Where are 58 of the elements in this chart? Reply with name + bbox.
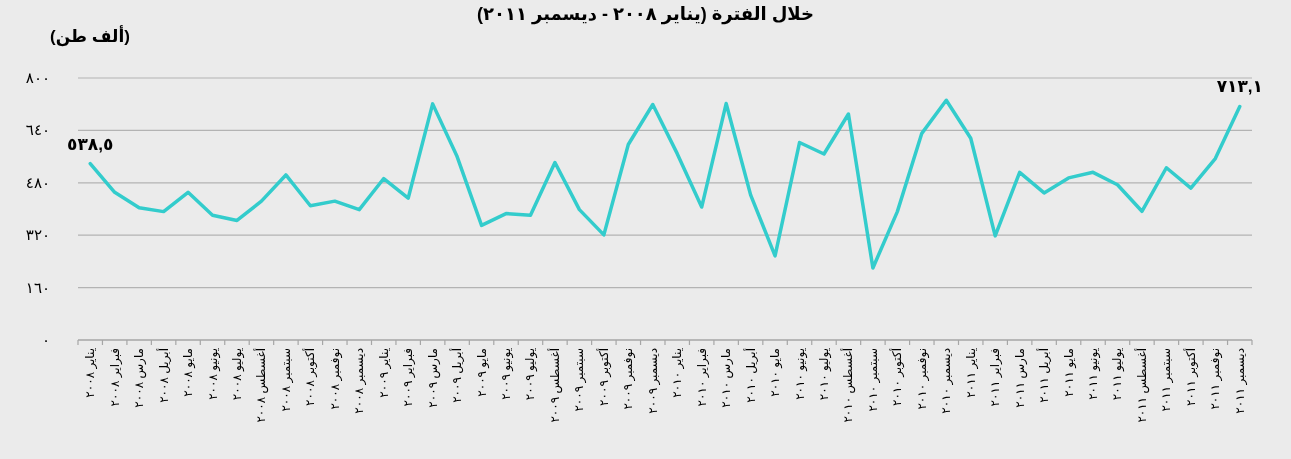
x-tick-label: نوفمبر ٢٠٠٨ — [327, 348, 343, 410]
x-tick-label: ديسمبر ٢٠١١ — [1232, 348, 1248, 414]
x-tick-label: أغسطس ٢٠١١ — [1133, 348, 1150, 423]
x-tick-label: أغسطس ٢٠٠٨ — [253, 348, 270, 423]
x-tick-label: سبتمبر ٢٠١١ — [1159, 348, 1175, 412]
y-tick-label: ٣٢٠ — [25, 226, 50, 244]
x-tick-label: يوليو ٢٠٠٨ — [229, 348, 245, 401]
x-tick-label: يناير ٢٠٠٩ — [376, 348, 392, 398]
x-tick-label: يوليو ٢٠١١ — [1110, 348, 1126, 401]
x-tick-label: أغسطس ٢٠١٠ — [840, 348, 857, 423]
x-tick-label: مارس ٢٠٠٨ — [132, 348, 148, 408]
x-tick-label: فبراير ٢٠٠٨ — [107, 348, 123, 407]
data-label: ٧١٣,١ — [1216, 77, 1263, 97]
x-tick-label: نوفمبر ٢٠١٠ — [914, 348, 930, 410]
x-tick-label: مايو ٢٠٠٩ — [474, 348, 490, 397]
x-tick-label: يونيو ٢٠١٠ — [792, 348, 808, 400]
y-tick-label: ١٦٠ — [25, 278, 50, 296]
x-tick-label: أبريل ٢٠١٠ — [742, 348, 759, 403]
x-tick-label: مايو ٢٠١١ — [1061, 348, 1077, 397]
data-label: ٥٣٨,٥ — [67, 134, 114, 154]
x-tick-label: يونيو ٢٠٠٨ — [205, 348, 221, 400]
x-tick-label: يونيو ٢٠٠٩ — [499, 348, 515, 400]
x-tick-label: أبريل ٢٠٠٨ — [155, 348, 172, 403]
y-tick-label: ٦٤٠ — [25, 121, 50, 139]
y-tick-label: ٠ — [41, 331, 50, 348]
x-tick-label: يوليو ٢٠١٠ — [816, 348, 832, 401]
y-tick-label: ٤٨٠ — [25, 173, 50, 191]
x-tick-label: أبريل ٢٠١١ — [1036, 348, 1053, 403]
x-tick-label: يوليو ٢٠٠٩ — [523, 348, 539, 401]
x-tick-label: نوفمبر ٢٠٠٩ — [621, 348, 637, 410]
x-tick-label: يناير ٢٠١١ — [963, 348, 979, 398]
x-tick-label: مارس ٢٠٠٩ — [425, 348, 441, 408]
x-tick-label: أكتوبر ٢٠١٠ — [889, 348, 906, 406]
x-tick-label: مارس ٢٠١٠ — [719, 348, 735, 408]
x-tick-label: ديسمبر ٢٠٠٩ — [645, 348, 661, 414]
x-tick-label: أغسطس ٢٠٠٩ — [546, 348, 563, 423]
x-tick-label: مارس ٢٠١١ — [1012, 348, 1028, 408]
x-tick-label: ديسمبر ٢٠٠٨ — [352, 348, 368, 414]
x-tick-label: أبريل ٢٠٠٩ — [449, 348, 466, 403]
x-tick-label: يناير ٢٠١٠ — [670, 348, 686, 398]
x-tick-label: فبراير ٢٠١٠ — [694, 348, 710, 407]
x-tick-label: يناير ٢٠٠٨ — [83, 348, 99, 398]
x-tick-label: فبراير ٢٠٠٩ — [401, 348, 417, 407]
x-tick-label: أكتوبر ٢٠٠٨ — [302, 348, 319, 406]
y-axis-title: (ألف طن) — [50, 25, 130, 47]
x-tick-label: مايو ٢٠١٠ — [768, 348, 784, 397]
x-tick-label: أكتوبر ٢٠١١ — [1182, 348, 1199, 406]
x-tick-label: سبتمبر ٢٠١٠ — [865, 348, 881, 412]
y-tick-label: ٨٠٠ — [25, 69, 50, 86]
x-tick-label: فبراير ٢٠١١ — [988, 348, 1004, 407]
x-tick-label: سبتمبر ٢٠٠٩ — [572, 348, 588, 412]
x-tick-label: نوفمبر ٢٠١١ — [1208, 348, 1224, 410]
x-tick-label: أكتوبر ٢٠٠٩ — [595, 348, 612, 406]
x-tick-label: يونيو ٢٠١١ — [1086, 348, 1102, 400]
x-tick-label: مايو ٢٠٠٨ — [181, 348, 197, 397]
x-tick-label: سبتمبر ٢٠٠٨ — [278, 348, 294, 412]
chart-title: خلال الفترة (يناير ٢٠٠٨ - ديسمبر ٢٠١١) — [477, 4, 814, 25]
x-tick-label: ديسمبر ٢٠١٠ — [939, 348, 955, 414]
